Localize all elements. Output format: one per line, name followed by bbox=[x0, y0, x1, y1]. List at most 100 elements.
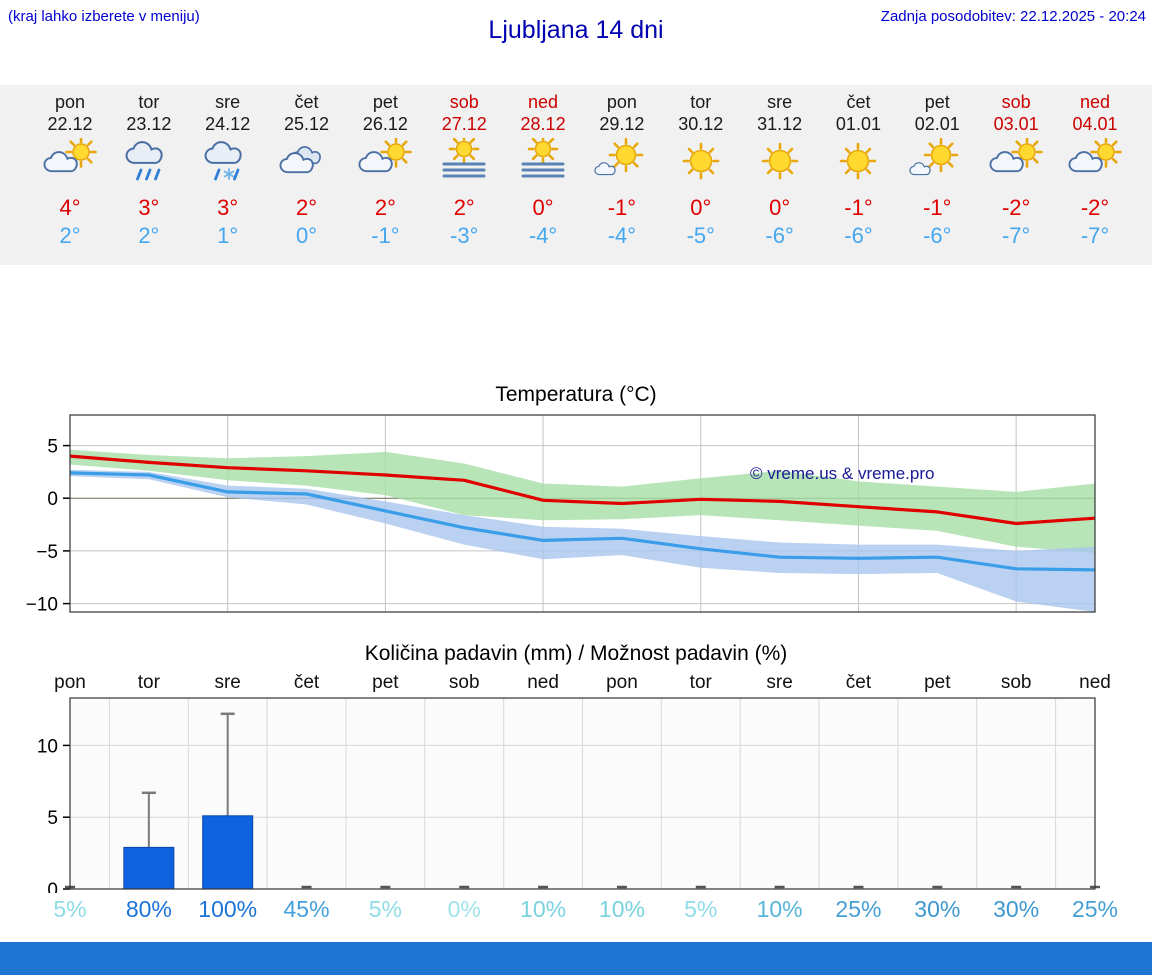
forecast-day: tor 30.12 0° -5° bbox=[660, 91, 742, 248]
low-temp: -4° bbox=[607, 223, 637, 248]
forecast-day: pet 26.12 2° -1° bbox=[344, 91, 426, 248]
day-name: sob bbox=[1001, 92, 1031, 112]
precip-day-label: sob bbox=[1000, 672, 1032, 693]
cloud-icon bbox=[266, 138, 348, 188]
precip-probability: 0% bbox=[447, 896, 481, 922]
day-date: 25.12 bbox=[284, 114, 330, 134]
fog-sun-icon bbox=[502, 133, 584, 188]
forecast-day: pet 02.01 -1° -6° bbox=[896, 91, 978, 248]
menu-hint: (kraj lahko izberete v meniju) bbox=[8, 8, 200, 25]
day-date: 29.12 bbox=[599, 114, 645, 134]
sun-cloud-icon bbox=[344, 136, 426, 188]
precip-day-label: čet bbox=[293, 672, 320, 693]
sun-icon bbox=[660, 138, 742, 188]
header: (kraj lahko izberete v meniju) Ljubljana… bbox=[0, 0, 1152, 85]
watermark-link[interactable]: © vreme.us & vreme.pro bbox=[750, 464, 934, 483]
precip-probability: 10% bbox=[756, 896, 803, 922]
precip-day-label: ned bbox=[527, 672, 559, 693]
high-temp: 3° bbox=[217, 195, 239, 220]
day-name: čet bbox=[846, 92, 871, 112]
precipitation-section: Količina padavin (mm) / Možnost padavin … bbox=[0, 642, 1152, 926]
day-name: tor bbox=[138, 92, 160, 112]
precip-day-label: pet bbox=[924, 672, 951, 693]
low-temp: -3° bbox=[450, 223, 479, 248]
low-temp: 1° bbox=[217, 223, 239, 248]
day-date: 31.12 bbox=[757, 114, 803, 134]
temperature-section: Temperatura (°C) 5 0 −5 −10 © vreme.us & vre… bbox=[0, 383, 1152, 618]
day-date: 23.12 bbox=[126, 114, 172, 134]
min-temp-line bbox=[70, 471, 1095, 572]
precip-day-labels-row: pon tor sre čet pet sob ned pon tor sre čet pet sob n… bbox=[0, 672, 1152, 696]
precip-probability: 80% bbox=[125, 896, 172, 922]
precip-probability: 30% bbox=[914, 896, 961, 922]
precip-bar bbox=[202, 815, 254, 890]
sun-cloud-icon bbox=[1054, 136, 1136, 188]
day-name: ned bbox=[1079, 92, 1111, 112]
day-name: sob bbox=[449, 92, 479, 112]
precip-probability: 100% bbox=[198, 896, 258, 922]
sun-small-cloud-icon bbox=[896, 137, 978, 188]
precip-day-label: sre bbox=[214, 672, 241, 693]
high-temp: 0° bbox=[769, 195, 791, 220]
day-date: 28.12 bbox=[520, 114, 566, 134]
sun-cloud-icon bbox=[29, 136, 111, 188]
high-temp: 3° bbox=[138, 195, 160, 220]
precip-day-label: sob bbox=[448, 672, 480, 693]
svg-text:5: 5 bbox=[47, 808, 58, 829]
svg-text:0: 0 bbox=[47, 489, 58, 510]
low-temp: -6° bbox=[844, 223, 873, 248]
precip-probability: 10% bbox=[520, 896, 567, 922]
day-date: 30.12 bbox=[678, 114, 724, 134]
high-temp: -2° bbox=[1001, 195, 1031, 220]
forecast-day: ned 28.12 0° -4° bbox=[502, 91, 584, 248]
precipitation-chart-title: Količina padavin (mm) / Možnost padavin … bbox=[364, 642, 788, 665]
high-temp: 0° bbox=[532, 195, 554, 220]
forecast-day: sob 03.01 -2° -7° bbox=[975, 91, 1057, 248]
precip-probability: 25% bbox=[1071, 896, 1119, 922]
forecast-day: sre 24.12 3° 1° bbox=[187, 91, 269, 248]
svg-text:−10: −10 bbox=[26, 595, 58, 616]
page-title: Ljubljana 14 dni bbox=[488, 16, 664, 44]
high-temp: 2° bbox=[453, 195, 475, 220]
precip-probability: 25% bbox=[835, 896, 882, 922]
svg-text:−5: −5 bbox=[36, 542, 58, 563]
svg-text:0: 0 bbox=[47, 880, 58, 893]
day-name: pon bbox=[54, 92, 86, 112]
rain-icon bbox=[108, 138, 190, 188]
low-temp: 2° bbox=[59, 223, 81, 248]
forecast-day: tor 23.12 3° 2° bbox=[108, 91, 190, 248]
high-temp: 2° bbox=[374, 195, 396, 220]
high-temp: -1° bbox=[607, 195, 637, 220]
low-temp: -4° bbox=[528, 223, 558, 248]
temperature-chart-title: Temperatura (°C) bbox=[495, 383, 657, 406]
precip-day-label: pon bbox=[606, 672, 638, 693]
day-date: 02.01 bbox=[914, 114, 960, 134]
max-temp-line bbox=[70, 454, 1095, 526]
low-temp: -7° bbox=[1080, 223, 1110, 248]
high-temp: -1° bbox=[923, 195, 952, 220]
sun-cloud-icon bbox=[975, 136, 1057, 188]
day-date: 26.12 bbox=[362, 114, 408, 134]
day-date: 01.01 bbox=[835, 114, 881, 134]
day-name: sre bbox=[767, 92, 793, 112]
day-name: pet bbox=[372, 92, 398, 112]
precip-probability: 5% bbox=[53, 896, 87, 922]
day-date: 03.01 bbox=[993, 114, 1039, 134]
forecast-day: pon 22.12 4° 2° bbox=[29, 91, 111, 248]
precip-day-label: pet bbox=[372, 672, 399, 693]
high-temp: 2° bbox=[296, 195, 318, 220]
high-temp: -1° bbox=[844, 195, 873, 220]
sun-icon bbox=[739, 138, 821, 188]
day-date: 04.01 bbox=[1072, 114, 1118, 134]
day-date: 24.12 bbox=[205, 114, 251, 134]
sun-icon bbox=[817, 138, 899, 188]
precip-day-label: ned bbox=[1079, 672, 1111, 693]
fog-sun-icon bbox=[423, 133, 505, 188]
high-temp: 0° bbox=[690, 195, 712, 220]
svg-text:5: 5 bbox=[47, 437, 58, 458]
high-temp: -2° bbox=[1080, 195, 1110, 220]
low-temp: -6° bbox=[765, 223, 794, 248]
precip-probability: 5% bbox=[368, 896, 402, 922]
precip-day-label: sre bbox=[766, 672, 793, 693]
